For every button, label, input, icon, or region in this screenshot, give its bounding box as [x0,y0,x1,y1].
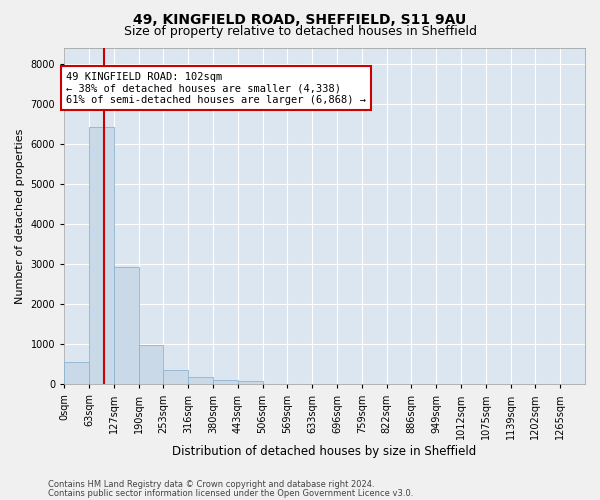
Bar [163,370,188,384]
Bar [89,126,114,384]
Bar [238,380,263,384]
Bar [139,344,163,385]
Text: 49 KINGFIELD ROAD: 102sqm
← 38% of detached houses are smaller (4,338)
61% of se: 49 KINGFIELD ROAD: 102sqm ← 38% of detac… [66,72,366,105]
Text: Contains public sector information licensed under the Open Government Licence v3: Contains public sector information licen… [48,488,413,498]
Bar [64,362,89,384]
Text: Contains HM Land Registry data © Crown copyright and database right 2024.: Contains HM Land Registry data © Crown c… [48,480,374,489]
Text: 49, KINGFIELD ROAD, SHEFFIELD, S11 9AU: 49, KINGFIELD ROAD, SHEFFIELD, S11 9AU [133,12,467,26]
Bar [188,378,213,384]
Y-axis label: Number of detached properties: Number of detached properties [15,128,25,304]
Bar [114,268,139,384]
Bar [213,380,238,384]
X-axis label: Distribution of detached houses by size in Sheffield: Distribution of detached houses by size … [172,444,477,458]
Text: Size of property relative to detached houses in Sheffield: Size of property relative to detached ho… [124,25,476,38]
